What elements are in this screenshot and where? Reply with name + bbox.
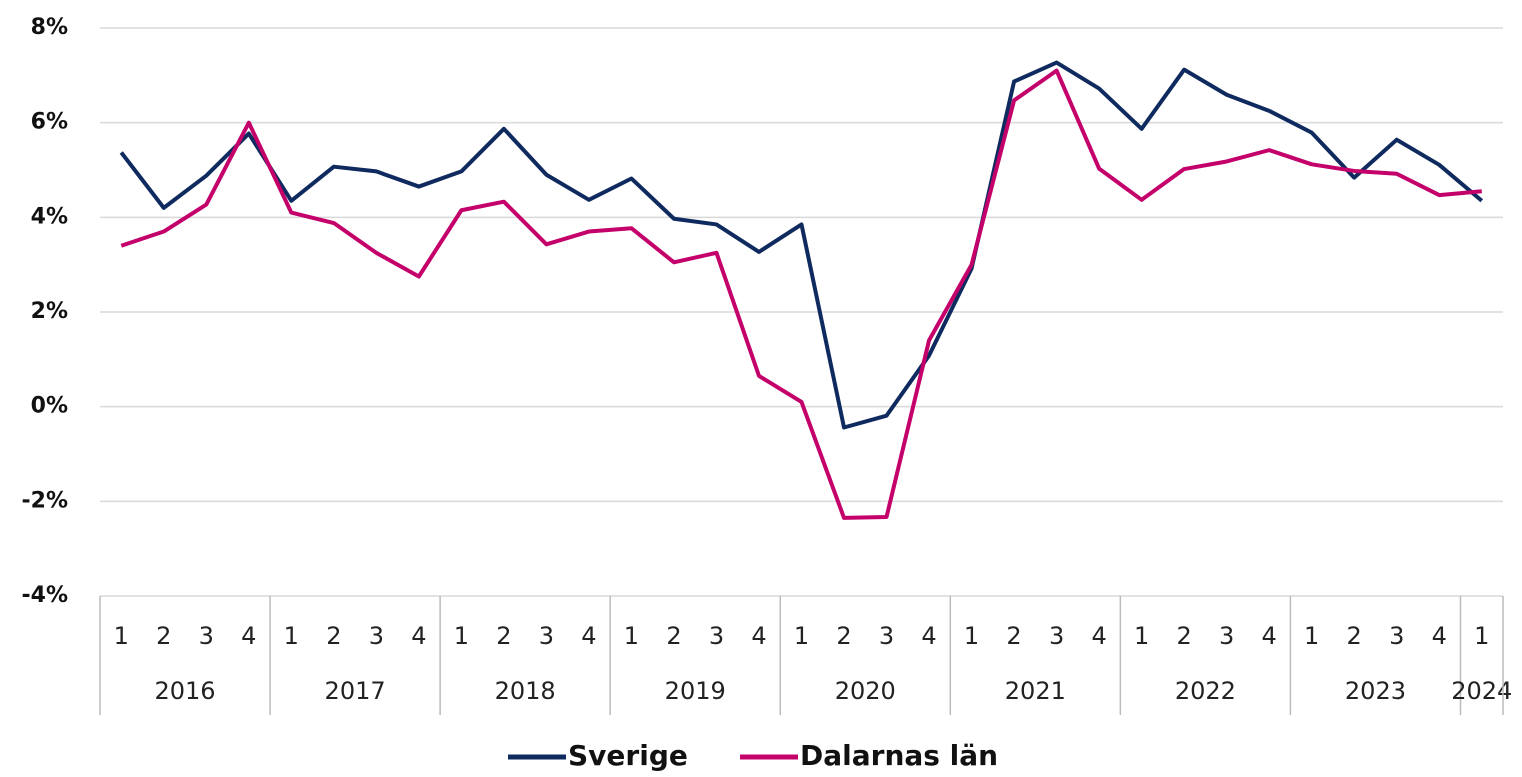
y-tick-label: -2% xyxy=(22,488,68,513)
y-tick-label: 8% xyxy=(31,15,68,40)
group-label: 2024 xyxy=(1451,677,1512,705)
x-tick-label: 3 xyxy=(1219,622,1234,650)
group-label: 2023 xyxy=(1345,677,1406,705)
group-label: 2017 xyxy=(325,677,386,705)
x-tick-label: 1 xyxy=(964,622,979,650)
x-tick-label: 2 xyxy=(836,622,851,650)
y-tick-label: -4% xyxy=(22,583,68,608)
group-label: 2020 xyxy=(835,677,896,705)
series-line xyxy=(120,68,1482,520)
legend-label: Sverige xyxy=(568,739,688,772)
x-tick-label: 3 xyxy=(709,622,724,650)
x-tick-label: 4 xyxy=(921,622,936,650)
y-tick-label: 4% xyxy=(31,204,68,229)
x-tick-label: 1 xyxy=(284,622,299,650)
x-tick-label: 1 xyxy=(794,622,809,650)
group-label: 2016 xyxy=(154,677,215,705)
group-label: 2021 xyxy=(1005,677,1066,705)
y-tick-label: 0% xyxy=(31,394,68,419)
x-tick-label: 3 xyxy=(539,622,554,650)
x-tick-label: 2 xyxy=(496,622,511,650)
y-tick-label: 6% xyxy=(31,110,68,135)
x-tick-label: 4 xyxy=(1091,622,1106,650)
legend-label: Dalarnas län xyxy=(800,739,998,772)
group-label: 2018 xyxy=(495,677,556,705)
x-tick-label: 1 xyxy=(1134,622,1149,650)
x-tick-label: 1 xyxy=(454,622,469,650)
x-tick-label: 3 xyxy=(199,622,214,650)
x-tick-label: 4 xyxy=(241,622,256,650)
group-label: 2019 xyxy=(665,677,726,705)
x-tick-label: 2 xyxy=(156,622,171,650)
x-tick-label: 3 xyxy=(879,622,894,650)
y-tick-label: 2% xyxy=(31,299,68,324)
x-tick-label: 4 xyxy=(751,622,766,650)
x-tick-label: 1 xyxy=(1474,622,1489,650)
x-tick-label: 3 xyxy=(369,622,384,650)
x-tick-label: 1 xyxy=(114,622,129,650)
group-label: 2022 xyxy=(1175,677,1236,705)
x-tick-label: 4 xyxy=(1262,622,1277,650)
x-tick-label: 1 xyxy=(1304,622,1319,650)
x-tick-label: 4 xyxy=(581,622,596,650)
x-tick-label: 2 xyxy=(1176,622,1191,650)
x-tick-label: 2 xyxy=(1347,622,1362,650)
x-tick-label: 1 xyxy=(624,622,639,650)
x-tick-label: 2 xyxy=(326,622,341,650)
x-tick-label: 3 xyxy=(1049,622,1064,650)
series-line xyxy=(119,60,1484,430)
x-tick-label: 4 xyxy=(411,622,426,650)
x-tick-label: 2 xyxy=(1006,622,1021,650)
x-tick-label: 2 xyxy=(666,622,681,650)
x-tick-label: 3 xyxy=(1389,622,1404,650)
x-tick-label: 4 xyxy=(1432,622,1447,650)
